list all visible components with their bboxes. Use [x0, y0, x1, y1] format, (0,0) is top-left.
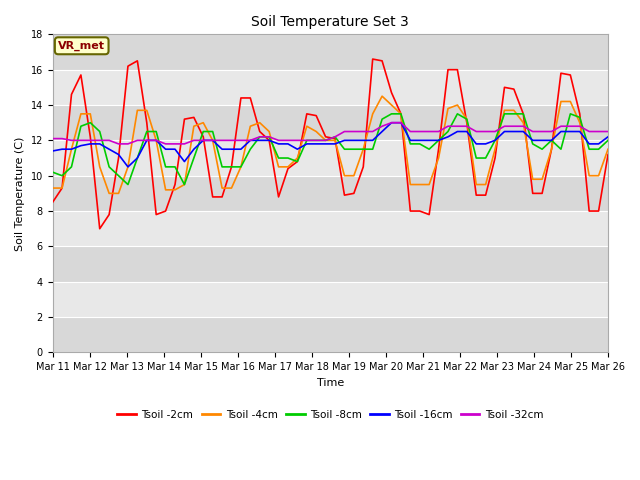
- Tsoil -32cm: [200, 137, 207, 143]
- Tsoil -4cm: [106, 191, 113, 196]
- Tsoil -2cm: [416, 208, 424, 214]
- Tsoil -8cm: [124, 181, 132, 187]
- Title: Soil Temperature Set 3: Soil Temperature Set 3: [252, 15, 409, 29]
- Tsoil -4cm: [246, 123, 254, 129]
- Bar: [52, 105, 608, 140]
- Tsoil -4cm: [237, 164, 244, 170]
- Bar: [52, 140, 608, 176]
- Tsoil -2cm: [237, 95, 244, 101]
- Tsoil -8cm: [246, 146, 254, 152]
- Tsoil -2cm: [96, 226, 104, 231]
- Tsoil -8cm: [604, 137, 612, 143]
- Tsoil -8cm: [200, 129, 207, 134]
- Tsoil -8cm: [49, 169, 56, 175]
- Bar: [52, 282, 608, 352]
- Tsoil -8cm: [152, 129, 160, 134]
- Bar: [52, 70, 608, 140]
- Line: Tsoil -2cm: Tsoil -2cm: [52, 59, 608, 228]
- Bar: [52, 70, 608, 105]
- Tsoil -4cm: [49, 185, 56, 191]
- Bar: [52, 211, 608, 282]
- Tsoil -4cm: [152, 137, 160, 143]
- Tsoil -2cm: [152, 212, 160, 217]
- Tsoil -32cm: [49, 136, 56, 142]
- Tsoil -8cm: [237, 164, 244, 170]
- Tsoil -32cm: [416, 129, 424, 134]
- Tsoil -16cm: [152, 137, 160, 143]
- Tsoil -16cm: [237, 146, 244, 152]
- Tsoil -2cm: [246, 95, 254, 101]
- Tsoil -2cm: [604, 152, 612, 157]
- Tsoil -4cm: [604, 146, 612, 152]
- Tsoil -32cm: [388, 120, 396, 126]
- Tsoil -4cm: [218, 185, 226, 191]
- Line: Tsoil -32cm: Tsoil -32cm: [52, 123, 608, 144]
- Tsoil -2cm: [218, 194, 226, 200]
- Tsoil -16cm: [200, 137, 207, 143]
- Tsoil -4cm: [378, 93, 386, 99]
- Legend: Tsoil -2cm, Tsoil -4cm, Tsoil -8cm, Tsoil -16cm, Tsoil -32cm: Tsoil -2cm, Tsoil -4cm, Tsoil -8cm, Tsoi…: [113, 405, 547, 424]
- Tsoil -16cm: [388, 120, 396, 126]
- Bar: [52, 35, 608, 70]
- Tsoil -8cm: [416, 141, 424, 147]
- Tsoil -32cm: [152, 137, 160, 143]
- Bar: [52, 282, 608, 317]
- Tsoil -32cm: [246, 137, 254, 143]
- Tsoil -8cm: [218, 164, 226, 170]
- Tsoil -16cm: [416, 137, 424, 143]
- Tsoil -32cm: [115, 141, 122, 147]
- Y-axis label: Soil Temperature (C): Soil Temperature (C): [15, 136, 25, 251]
- Bar: [52, 211, 608, 246]
- Tsoil -32cm: [218, 137, 226, 143]
- Bar: [52, 140, 608, 211]
- Tsoil -16cm: [49, 148, 56, 154]
- Tsoil -16cm: [246, 137, 254, 143]
- Bar: [52, 35, 608, 70]
- Tsoil -2cm: [200, 134, 207, 140]
- Line: Tsoil -8cm: Tsoil -8cm: [52, 114, 608, 184]
- Text: VR_met: VR_met: [58, 41, 105, 51]
- Bar: [52, 246, 608, 282]
- Tsoil -32cm: [604, 129, 612, 134]
- X-axis label: Time: Time: [317, 378, 344, 388]
- Tsoil -16cm: [604, 134, 612, 140]
- Bar: [52, 176, 608, 211]
- Tsoil -2cm: [369, 56, 376, 62]
- Tsoil -32cm: [237, 137, 244, 143]
- Tsoil -2cm: [49, 199, 56, 205]
- Tsoil -16cm: [218, 146, 226, 152]
- Tsoil -4cm: [416, 181, 424, 187]
- Tsoil -4cm: [200, 120, 207, 126]
- Line: Tsoil -4cm: Tsoil -4cm: [52, 96, 608, 193]
- Line: Tsoil -16cm: Tsoil -16cm: [52, 123, 608, 167]
- Tsoil -16cm: [124, 164, 132, 170]
- Bar: [52, 317, 608, 352]
- Tsoil -8cm: [388, 111, 396, 117]
